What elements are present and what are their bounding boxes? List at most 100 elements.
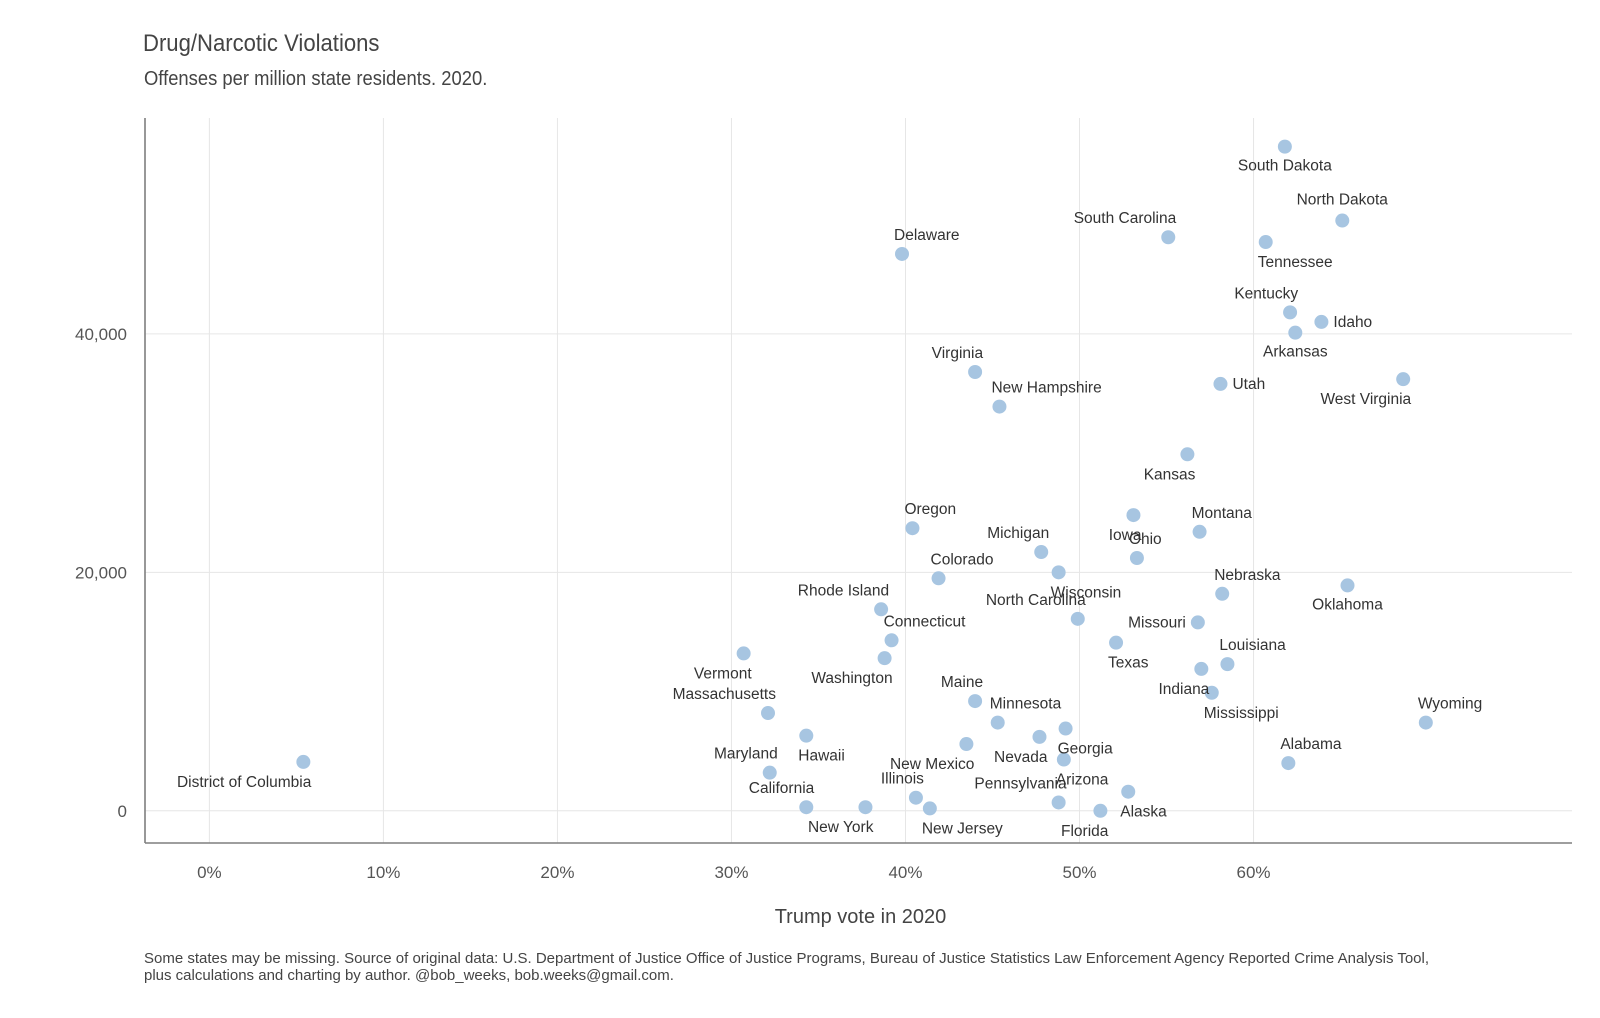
data-point	[1126, 508, 1141, 523]
data-point	[990, 715, 1005, 730]
data-point	[1190, 615, 1205, 630]
data-point	[959, 737, 974, 752]
data-label: South Dakota	[1238, 158, 1332, 175]
data-label: Montana	[1192, 505, 1253, 522]
data-point	[1032, 729, 1047, 744]
data-label: New York	[808, 819, 874, 836]
data-label: California	[749, 780, 815, 797]
data-point	[296, 754, 311, 769]
caption-line-2: plus calculations and charting by author…	[144, 967, 674, 984]
data-point	[858, 800, 873, 815]
data-label: Michigan	[987, 525, 1049, 542]
data-label: New Mexico	[890, 756, 974, 773]
data-label: Iowa	[1109, 527, 1142, 544]
data-label: South Carolina	[1074, 210, 1177, 227]
data-label: Mississippi	[1204, 705, 1279, 722]
data-label: Virginia	[932, 345, 984, 362]
data-label: Illinois	[881, 771, 924, 788]
chart-title: Drug/Narcotic Violations	[143, 30, 380, 57]
chart-caption: Some states may be missing. Source of or…	[144, 950, 1429, 984]
data-point	[1340, 578, 1355, 593]
data-label: Arizona	[1056, 772, 1109, 789]
data-point	[1283, 305, 1298, 320]
y-tick-label: 40,000	[75, 325, 127, 344]
data-label: Kentucky	[1234, 285, 1298, 302]
data-point	[895, 246, 910, 261]
data-label: Arkansas	[1263, 344, 1328, 361]
data-point	[1129, 551, 1144, 566]
data-point	[1258, 235, 1273, 250]
data-point	[1215, 586, 1230, 601]
data-label: Oregon	[904, 501, 956, 518]
data-point	[1192, 524, 1207, 539]
data-label: Rhode Island	[798, 582, 889, 599]
data-label: New Jersey	[922, 820, 1003, 837]
data-label: Tennessee	[1258, 254, 1333, 271]
data-point	[1213, 376, 1228, 391]
data-label: Washington	[811, 670, 892, 687]
data-point	[1051, 565, 1066, 580]
data-point	[761, 706, 776, 721]
chart-subtitle: Offenses per million state residents. 20…	[144, 68, 488, 90]
data-point	[1180, 447, 1195, 462]
data-point	[1314, 314, 1329, 329]
data-label: North Dakota	[1297, 192, 1389, 209]
data-point	[992, 399, 1007, 414]
data-label: Hawaii	[798, 748, 845, 765]
data-label: Alaska	[1120, 804, 1167, 821]
x-tick-label: 40%	[888, 863, 922, 882]
data-label: District of Columbia	[177, 774, 312, 791]
data-label: West Virginia	[1320, 391, 1411, 408]
data-label: Minnesota	[990, 696, 1062, 713]
data-label: Maryland	[714, 746, 778, 763]
data-label: Ohio	[1129, 531, 1162, 548]
data-point	[1070, 611, 1085, 626]
data-point	[1056, 752, 1071, 767]
data-point	[1161, 230, 1176, 245]
data-point	[1418, 715, 1433, 730]
data-point	[1034, 545, 1049, 560]
data-point	[1335, 213, 1350, 228]
data-label: Nevada	[994, 749, 1048, 766]
data-label: Utah	[1232, 376, 1265, 393]
data-point	[799, 800, 814, 815]
x-tick-label: 50%	[1062, 863, 1096, 882]
data-point	[799, 728, 814, 743]
x-tick-label: 10%	[366, 863, 400, 882]
data-label: Colorado	[931, 551, 994, 568]
data-label: Pennsylvania	[974, 775, 1067, 792]
data-label: Vermont	[694, 665, 752, 682]
data-point	[1109, 635, 1124, 650]
data-label: Alabama	[1280, 736, 1342, 753]
data-label: Idaho	[1333, 314, 1372, 331]
data-point	[1281, 756, 1296, 771]
y-tick-label: 20,000	[75, 563, 127, 582]
data-label: Connecticut	[884, 613, 967, 630]
data-point	[884, 633, 899, 648]
data-point	[874, 602, 889, 617]
data-point	[908, 790, 923, 805]
data-point	[1194, 661, 1209, 676]
data-label: Louisiana	[1219, 637, 1286, 654]
data-point	[1288, 325, 1303, 340]
x-tick-label: 20%	[540, 863, 574, 882]
data-label: New Hampshire	[991, 380, 1101, 397]
data-label: Georgia	[1058, 741, 1114, 758]
data-label: Delaware	[894, 227, 959, 244]
data-point	[1396, 372, 1411, 387]
data-point	[877, 651, 892, 666]
data-label: Nebraska	[1214, 567, 1281, 584]
data-label: Massachusetts	[673, 686, 777, 703]
data-point	[1277, 139, 1292, 154]
data-label: Florida	[1061, 823, 1109, 840]
y-tick-label: 0	[118, 802, 127, 821]
data-point	[968, 364, 983, 379]
data-point	[1121, 784, 1136, 799]
data-label: Wyoming	[1418, 696, 1482, 713]
data-label: Indiana	[1158, 681, 1209, 698]
data-label: Oklahoma	[1312, 596, 1383, 613]
data-label: Kansas	[1144, 466, 1196, 483]
data-label: Missouri	[1128, 614, 1186, 631]
data-point	[968, 694, 983, 709]
